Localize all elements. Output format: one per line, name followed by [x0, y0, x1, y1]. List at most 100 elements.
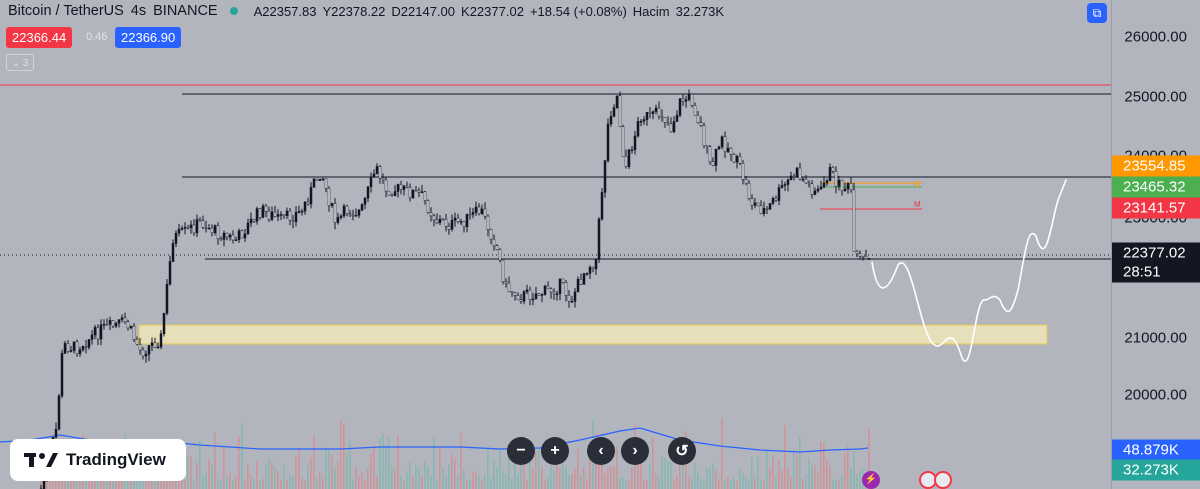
candle — [414, 185, 418, 192]
volume-bar — [574, 469, 576, 489]
price-chart[interactable]: G M — [0, 0, 1111, 489]
volume-bar — [583, 467, 585, 489]
us-flag-icon[interactable] — [934, 471, 952, 489]
volume-bar — [286, 480, 288, 489]
interval-label[interactable]: 4s — [130, 3, 147, 19]
candle — [183, 222, 187, 235]
candle — [426, 199, 430, 214]
volume-bar — [505, 474, 507, 489]
volume-bar — [493, 458, 495, 489]
volume-bar — [337, 461, 339, 489]
symbol-name[interactable]: Bitcoin / TetherUS — [8, 3, 124, 19]
volume-bar — [70, 473, 72, 489]
m-label: M — [914, 200, 921, 209]
volume-bar — [736, 480, 738, 489]
reset-chart-icon[interactable]: ↺ — [668, 437, 696, 465]
screenshot-icon[interactable]: ⧉ — [1087, 3, 1107, 23]
candle — [510, 291, 514, 297]
candle — [99, 319, 103, 346]
candle — [480, 204, 484, 215]
candle — [372, 169, 376, 178]
volume-bar — [856, 474, 858, 489]
volume-bar — [313, 435, 315, 489]
candle — [228, 233, 232, 241]
candle — [627, 148, 631, 169]
volume-bar — [511, 478, 513, 489]
buy-price-button[interactable]: 22366.90 — [115, 27, 182, 48]
volume-bar — [652, 437, 654, 489]
volume-bar — [706, 467, 708, 489]
volume-bar — [202, 475, 204, 489]
candle — [816, 185, 820, 193]
candle — [777, 184, 781, 206]
candle — [60, 349, 64, 399]
volume-bar — [334, 466, 336, 489]
sell-price-button[interactable]: 22366.44 — [6, 27, 73, 48]
candle — [774, 195, 778, 203]
volume-bar — [238, 435, 240, 489]
candle — [333, 198, 337, 230]
candle — [363, 197, 367, 210]
candle — [66, 340, 70, 354]
volume-bar — [415, 465, 417, 489]
volume-bar — [487, 448, 489, 489]
volume-bar — [754, 478, 756, 489]
price-axis[interactable]: 26000.00 25000.00 24000.00 23000.00 2100… — [1111, 0, 1200, 489]
candle — [315, 178, 319, 181]
demand-zone[interactable] — [138, 324, 1048, 345]
volume-bar — [400, 476, 402, 489]
volume-bar — [607, 468, 609, 489]
volume-bar — [703, 480, 705, 489]
zoom-out-button[interactable]: − — [507, 437, 535, 465]
candle — [234, 236, 238, 242]
volume-bar — [631, 467, 633, 489]
volume-bar — [616, 446, 618, 489]
candle — [72, 341, 76, 354]
exchange-label: BINANCE — [153, 3, 218, 19]
candle — [621, 124, 625, 157]
candle — [690, 93, 694, 108]
volume-ma-badge: 48.879K — [1112, 439, 1200, 461]
volume-bar — [541, 466, 543, 489]
volume-bar — [664, 457, 666, 489]
volume-bar — [484, 475, 486, 489]
candle — [69, 345, 73, 353]
projection-path[interactable] — [871, 179, 1067, 362]
volume-bar — [529, 443, 531, 489]
collapse-indicators-button[interactable]: ⌄ 3 — [6, 54, 34, 71]
zoom-in-button[interactable]: + — [541, 437, 569, 465]
volume-bar — [517, 474, 519, 489]
candle — [384, 177, 388, 198]
volume-bar — [481, 480, 483, 489]
scroll-left-button[interactable]: ‹ — [587, 437, 615, 465]
volume-bar — [742, 473, 744, 489]
volume-bar — [466, 480, 468, 489]
candle — [771, 196, 775, 206]
volume-bar — [676, 475, 678, 489]
candle — [804, 174, 808, 184]
volume-bar — [826, 458, 828, 489]
event-marker-icon[interactable]: ⚡ — [862, 471, 880, 489]
candle — [90, 330, 94, 345]
candle — [411, 189, 415, 199]
candle — [132, 323, 136, 343]
candle — [600, 187, 604, 221]
volume-bar — [100, 480, 102, 489]
candle — [501, 259, 505, 285]
volume-bar — [346, 453, 348, 489]
tradingview-logo[interactable]: TradingView — [10, 439, 186, 481]
volume-bar — [514, 448, 516, 489]
candle — [225, 232, 229, 241]
candle — [489, 228, 493, 245]
volume-bar — [394, 469, 396, 489]
change-value: +18.54 (+0.08%) — [529, 3, 627, 19]
volume-bar — [118, 478, 120, 489]
candle — [417, 187, 421, 198]
candle — [678, 98, 682, 118]
volume-bar — [304, 480, 306, 489]
candle — [630, 145, 634, 154]
scroll-right-button[interactable]: › — [621, 437, 649, 465]
volume-bar — [781, 470, 783, 489]
candle — [546, 281, 550, 290]
